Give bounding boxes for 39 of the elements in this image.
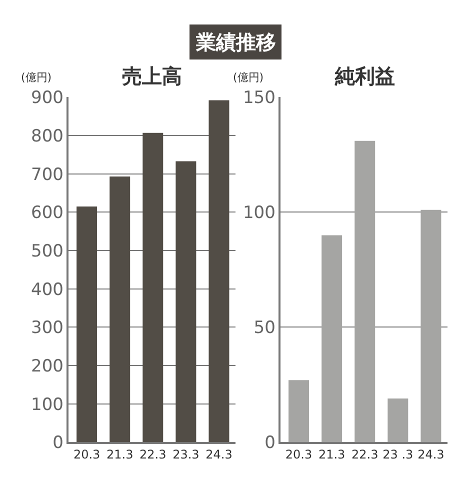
x-tick-label: 22.3	[352, 447, 378, 462]
y-tick-label: 500	[31, 241, 64, 262]
y-tick-label: 100	[31, 394, 64, 415]
y-tick-label: 400	[31, 280, 64, 300]
y-axis-title: (億円)	[233, 71, 264, 84]
y-tick-label: 200	[31, 356, 64, 376]
bar	[288, 380, 310, 442]
x-tick-label: 21.3	[318, 447, 346, 462]
chart-title: 純利益	[334, 64, 395, 88]
text: 業績推移	[195, 30, 276, 54]
x-tick-label: 24.3	[206, 447, 232, 462]
x-tick-label: 23.3	[172, 447, 200, 462]
bar	[420, 210, 442, 442]
bar	[208, 100, 230, 442]
y-tick-label: 0	[264, 433, 276, 454]
y-tick-label: 700	[31, 164, 64, 185]
bar	[176, 161, 196, 442]
x-tick-label: 20.3	[73, 447, 100, 462]
bar	[142, 132, 164, 442]
y-tick-label: 900	[31, 88, 64, 108]
y-tick-label: 150	[242, 88, 276, 108]
y-tick-label: 600	[31, 203, 64, 224]
bar	[388, 398, 408, 442]
x-tick-label: 22.3	[140, 447, 166, 462]
x-tick-label: 20.3	[285, 447, 312, 462]
y-tick-label: 800	[31, 126, 64, 146]
x-tick-label: 23 .3	[382, 447, 414, 462]
bar	[110, 176, 130, 442]
bar	[76, 206, 98, 442]
bar	[354, 140, 376, 442]
x-tick-label: 21.3	[106, 447, 134, 462]
x-tick-label: 24.3	[418, 447, 444, 462]
bar	[322, 235, 342, 442]
chart-title: 売上高	[122, 64, 182, 88]
y-tick-label: 100	[242, 203, 276, 224]
y-tick-label: 50	[254, 318, 276, 338]
y-axis-title: (億円)	[21, 71, 52, 84]
y-tick-label: 0	[52, 433, 64, 454]
y-tick-label: 300	[31, 318, 64, 338]
